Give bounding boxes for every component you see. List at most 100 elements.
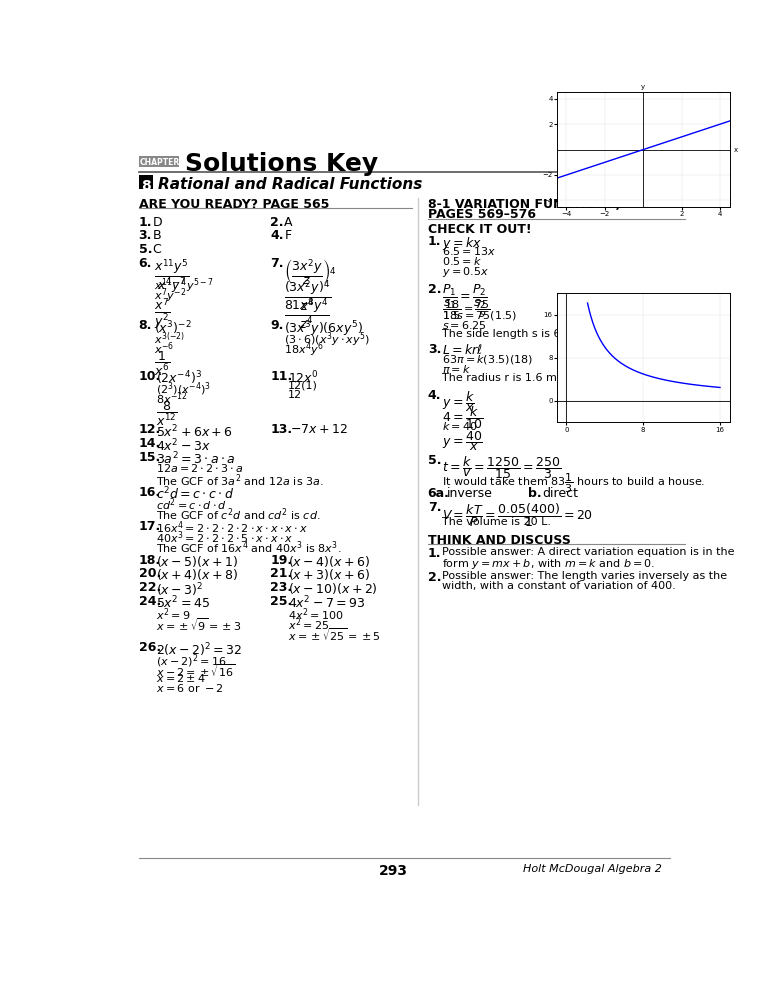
- Text: $5x^{2}=45$: $5x^{2}=45$: [157, 595, 210, 611]
- Text: A: A: [284, 216, 293, 229]
- Text: The GCF of $3a^{2}$ and $12a$ is $3a$.: The GCF of $3a^{2}$ and $12a$ is $3a$.: [157, 472, 324, 488]
- Text: $4x^{2}-7=93$: $4x^{2}-7=93$: [288, 595, 366, 611]
- Text: $\dfrac{1}{x^{6}}$: $\dfrac{1}{x^{6}}$: [154, 350, 170, 379]
- Text: $(x-3)^{2}$: $(x-3)^{2}$: [157, 581, 204, 598]
- Text: THINK AND DISCUSS: THINK AND DISCUSS: [428, 534, 571, 547]
- Text: $63\pi=k(3.5)(18)$: $63\pi=k(3.5)(18)$: [442, 353, 533, 367]
- Text: $1.6=r$: $1.6=r$: [571, 364, 610, 376]
- Text: 11.: 11.: [270, 370, 293, 383]
- Text: $(3\cdot 6)(x^{3}y\cdot xy^{5})$: $(3\cdot 6)(x^{3}y\cdot xy^{5})$: [284, 330, 370, 349]
- Text: Solutions Key: Solutions Key: [185, 152, 379, 176]
- Text: CHECK IT OUT!: CHECK IT OUT!: [428, 224, 531, 237]
- Text: $c^{2}d=c\cdot c\cdot d$: $c^{2}d=c\cdot c\cdot d$: [157, 486, 234, 502]
- Text: $cd^{2}=c\cdot d\cdot d$: $cd^{2}=c\cdot d\cdot d$: [157, 497, 227, 513]
- Text: The side length s is 6.25 in.: The side length s is 6.25 in.: [442, 329, 595, 339]
- Text: $x^{-6}$: $x^{-6}$: [154, 340, 174, 357]
- Text: 4.: 4.: [270, 230, 284, 243]
- Text: $(x-2)^{2}=16$: $(x-2)^{2}=16$: [157, 652, 227, 670]
- Text: $(x+3)(x+6)$: $(x+3)(x+6)$: [288, 568, 370, 582]
- Text: 2.: 2.: [270, 216, 284, 229]
- Text: $V=\dfrac{kT}{P}=\dfrac{0.05(400)}{1}=20$: $V=\dfrac{kT}{P}=\dfrac{0.05(400)}{1}=20…: [442, 501, 593, 529]
- Text: 26.: 26.: [139, 641, 161, 654]
- Text: $3a^{2}=3\cdot a\cdot a$: $3a^{2}=3\cdot a\cdot a$: [157, 451, 236, 468]
- Text: $y=0.5x$: $y=0.5x$: [442, 264, 488, 278]
- Text: 13.: 13.: [270, 423, 293, 436]
- Text: $\dfrac{x^{11}y^{5}}{x^{4}y^{7}}$: $\dfrac{x^{11}y^{5}}{x^{4}y^{7}}$: [154, 257, 190, 295]
- Text: $s=6.25$: $s=6.25$: [442, 319, 486, 331]
- Text: 12: 12: [288, 391, 303, 401]
- Text: $(x^{3})^{-2}$: $(x^{3})^{-2}$: [154, 319, 192, 337]
- Text: $(x-5)(x+1)$: $(x-5)(x+1)$: [157, 554, 238, 569]
- Text: $4x^{2}-3x$: $4x^{2}-3x$: [157, 437, 211, 454]
- FancyBboxPatch shape: [139, 175, 153, 189]
- Text: 4.: 4.: [428, 389, 441, 402]
- Text: $8x^{-12}$: $8x^{-12}$: [157, 391, 188, 407]
- Text: $\dfrac{18}{1.5}=\dfrac{75}{s}$: $\dfrac{18}{1.5}=\dfrac{75}{s}$: [442, 298, 491, 322]
- Text: $(2^{3})(x^{-4})^{3}$: $(2^{3})(x^{-4})^{3}$: [157, 381, 211, 398]
- Text: It would take them $83\dfrac{1}{3}$ hours to build a house.: It would take them $83\dfrac{1}{3}$ hour…: [442, 471, 705, 495]
- Text: $x-2=\pm\sqrt{16}$: $x-2=\pm\sqrt{16}$: [157, 662, 237, 679]
- Text: $\dfrac{x^{7}}{y^{2}}$: $\dfrac{x^{7}}{y^{2}}$: [154, 296, 170, 331]
- Text: 8-1 VARIATION FUNCTIONS,: 8-1 VARIATION FUNCTIONS,: [428, 198, 620, 211]
- Text: 5.: 5.: [139, 244, 152, 256]
- Text: 1.: 1.: [139, 216, 152, 229]
- Text: $x^{11-4}y^{5-7}$: $x^{11-4}y^{5-7}$: [154, 276, 214, 295]
- Text: 1.: 1.: [428, 548, 441, 561]
- Text: $12x^{0}$: $12x^{0}$: [288, 370, 319, 386]
- Text: $8\pi=\pi(5)$: $8\pi=\pi(5)$: [571, 353, 622, 367]
- Text: 3.: 3.: [139, 230, 152, 243]
- Text: 14.: 14.: [139, 437, 161, 450]
- Text: $\dfrac{81x^{8}y^{4}}{z^{4}}$: $\dfrac{81x^{8}y^{4}}{z^{4}}$: [284, 296, 330, 331]
- Text: $(x-10)(x+2)$: $(x-10)(x+2)$: [288, 581, 378, 596]
- Text: 6.: 6.: [139, 257, 152, 270]
- Text: 17.: 17.: [139, 520, 161, 533]
- Text: 1.: 1.: [428, 235, 441, 248]
- Text: F: F: [284, 230, 291, 243]
- Text: 2.: 2.: [428, 282, 441, 295]
- Text: $k=40$: $k=40$: [442, 419, 477, 431]
- Text: 25.: 25.: [270, 595, 293, 608]
- Text: 12(1): 12(1): [288, 381, 318, 391]
- Text: 10.: 10.: [139, 370, 161, 383]
- Text: $x^{2}=25$: $x^{2}=25$: [288, 616, 329, 632]
- Text: 9.: 9.: [270, 319, 283, 332]
- Text: $\left(\dfrac{3x^{2}y}{z}\right)^{4}$: $\left(\dfrac{3x^{2}y}{z}\right)^{4}$: [284, 257, 337, 287]
- Text: Rational and Radical Functions: Rational and Radical Functions: [158, 177, 422, 192]
- Text: $x^{7}y^{-2}$: $x^{7}y^{-2}$: [154, 286, 187, 305]
- Text: y: y: [641, 83, 645, 89]
- Text: C: C: [153, 244, 161, 256]
- Text: PAGES 569–576: PAGES 569–576: [428, 208, 536, 221]
- Text: $L=kr\ell$: $L=kr\ell$: [442, 343, 483, 357]
- Text: 19.: 19.: [270, 554, 293, 567]
- Text: $(x+4)(x+8)$: $(x+4)(x+8)$: [157, 568, 238, 582]
- Text: Possible answer: A direct variation equation is in the: Possible answer: A direct variation equa…: [442, 548, 734, 558]
- Text: $(3x^{3}y)(6xy^{5})$: $(3x^{3}y)(6xy^{5})$: [284, 319, 363, 339]
- Text: inverse: inverse: [447, 487, 493, 500]
- Text: CHAPTER: CHAPTER: [140, 158, 180, 167]
- Text: $(x-4)(x+6)$: $(x-4)(x+6)$: [288, 554, 370, 569]
- Text: 293: 293: [379, 864, 408, 878]
- Text: 12.: 12.: [139, 423, 161, 436]
- Text: 24.: 24.: [139, 595, 161, 608]
- Text: $40x^{3}=2\cdot 2\cdot 2\cdot 5\cdot x\cdot x\cdot x$: $40x^{3}=2\cdot 2\cdot 2\cdot 5\cdot x\c…: [157, 530, 294, 547]
- Text: B: B: [153, 230, 161, 243]
- Text: $0.5=k$: $0.5=k$: [442, 254, 482, 266]
- Text: $16x^{4}=2\cdot 2\cdot 2\cdot 2\cdot x\cdot x\cdot x\cdot x$: $16x^{4}=2\cdot 2\cdot 2\cdot 2\cdot x\c…: [157, 520, 309, 537]
- Text: direct: direct: [542, 487, 578, 500]
- Text: width, with a constant of variation of 400.: width, with a constant of variation of 4…: [442, 581, 675, 591]
- Text: 21.: 21.: [270, 568, 293, 580]
- Text: $x=\pm\sqrt{9}=\pm3$: $x=\pm\sqrt{9}=\pm3$: [157, 616, 242, 632]
- Text: $\dfrac{P_1}{s_1}=\dfrac{P_2}{s_2}$: $\dfrac{P_1}{s_1}=\dfrac{P_2}{s_2}$: [442, 282, 488, 311]
- Text: $4=\dfrac{k}{10}$: $4=\dfrac{k}{10}$: [442, 405, 483, 431]
- Text: $6.5=13x$: $6.5=13x$: [442, 245, 496, 256]
- Text: 22.: 22.: [139, 581, 161, 594]
- Text: 5.: 5.: [428, 454, 441, 467]
- Text: $y=\dfrac{k}{x}$: $y=\dfrac{k}{x}$: [442, 389, 475, 414]
- Text: $12a=2\cdot 2\cdot 3\cdot a$: $12a=2\cdot 2\cdot 3\cdot a$: [157, 462, 244, 474]
- Text: 3.: 3.: [428, 343, 441, 356]
- Text: The radius r is 1.6 m.: The radius r is 1.6 m.: [442, 374, 560, 384]
- Text: Holt McDougal Algebra 2: Holt McDougal Algebra 2: [523, 864, 662, 874]
- Text: form $y = mx + b$, with $m = k$ and $b = 0$.: form $y = mx + b$, with $m = k$ and $b =…: [442, 558, 655, 572]
- Text: $L=\pi r\ell$: $L=\pi r\ell$: [571, 343, 612, 357]
- Text: 7.: 7.: [428, 501, 441, 514]
